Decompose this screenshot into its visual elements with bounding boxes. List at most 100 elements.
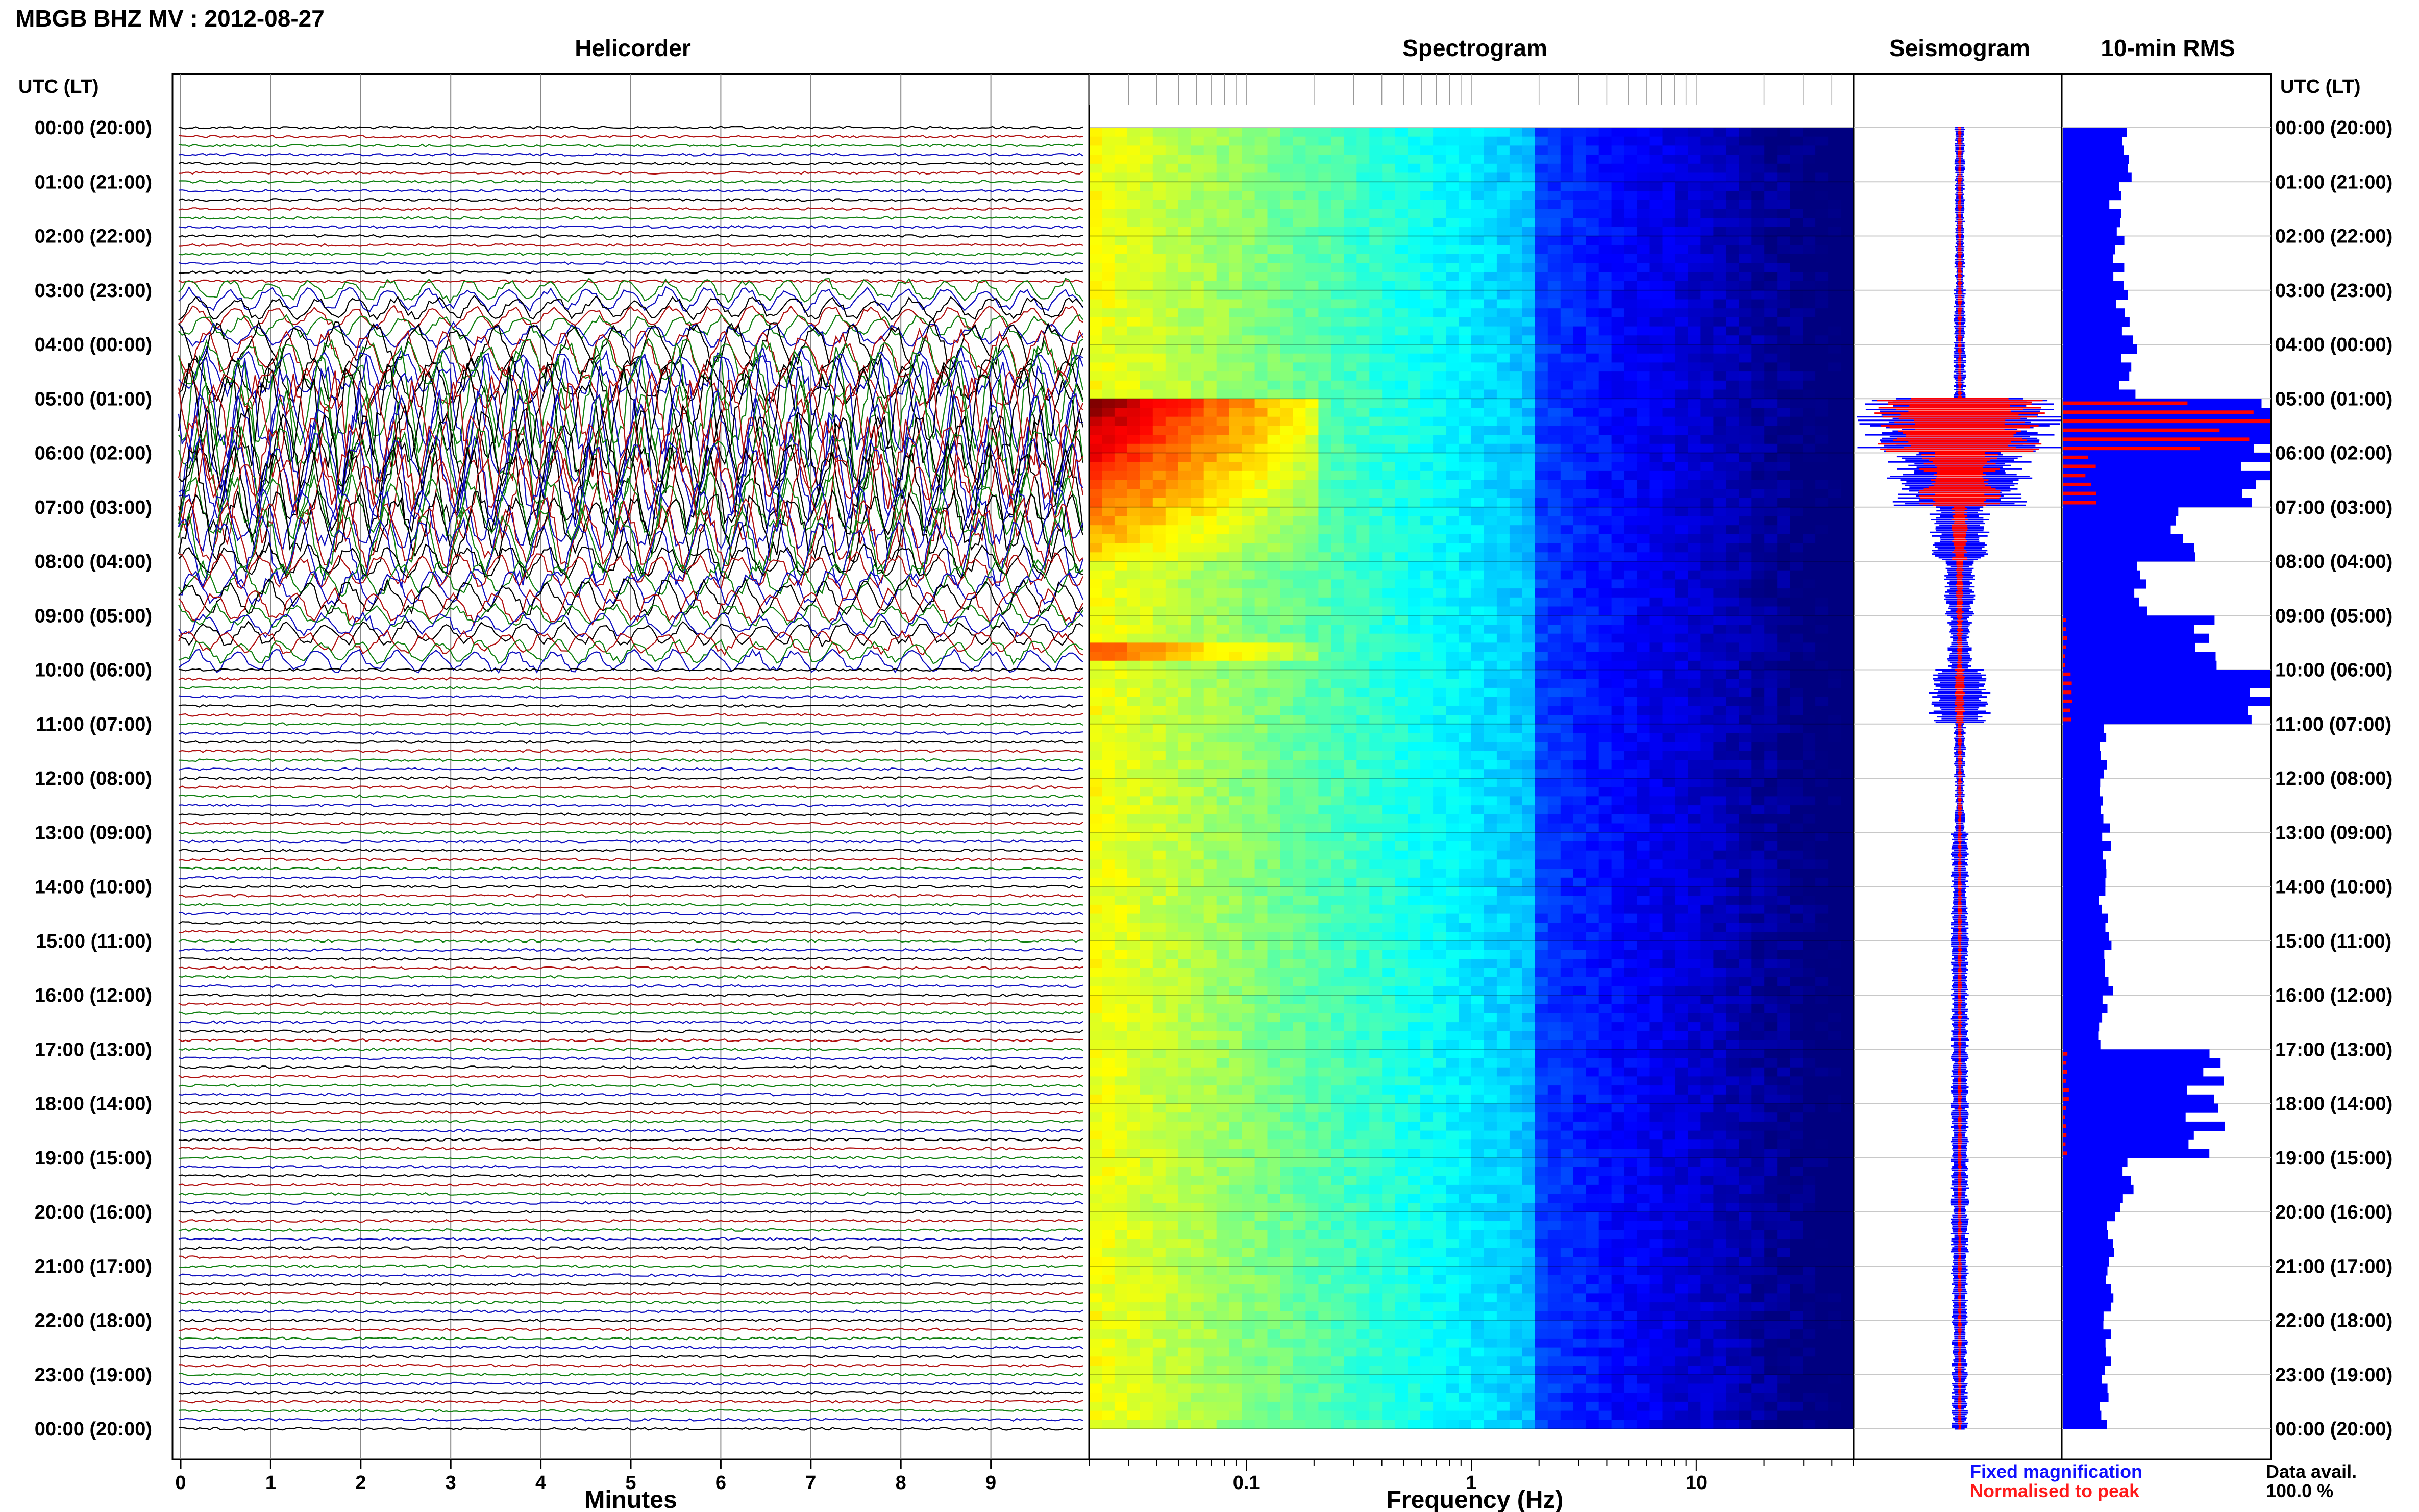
spectrogram-cell <box>1764 724 1778 734</box>
spectrogram-cell <box>1178 308 1192 318</box>
spectrogram-cell <box>1586 209 1599 218</box>
spectrogram-cell <box>1624 633 1638 643</box>
spectrogram-cell <box>1713 245 1726 255</box>
spectrogram-cell <box>1395 480 1408 489</box>
spectrogram-cell <box>1777 426 1790 435</box>
spectrogram-cell <box>1127 489 1141 499</box>
spectrogram-cell <box>1408 543 1421 553</box>
spectrogram-cell <box>1420 290 1434 300</box>
spectrogram-cell <box>1102 733 1115 742</box>
spectrogram-cell <box>1535 389 1548 399</box>
spectrogram-cell <box>1649 245 1663 255</box>
spectrogram-cell <box>1102 534 1115 544</box>
spectrogram-cell <box>1369 787 1383 797</box>
helicorder-trace <box>178 1029 1083 1033</box>
spectrogram-cell <box>1293 733 1306 742</box>
spectrogram-cell <box>1739 453 1752 462</box>
spectrogram-cell <box>1420 317 1434 327</box>
spectrogram-cell <box>1815 408 1829 417</box>
spectrogram-cell <box>1408 263 1421 272</box>
spectrogram-cell <box>1522 362 1536 372</box>
spectrogram-cell <box>1446 163 1459 173</box>
spectrogram-cell <box>1828 145 1841 155</box>
spectrogram-cell <box>1573 543 1587 553</box>
spectrogram-cell <box>1382 543 1395 553</box>
spectrogram-cell <box>1344 136 1357 146</box>
spectrogram-cell <box>1178 778 1192 788</box>
spectrogram-cell <box>1560 715 1574 725</box>
spectrogram-cell <box>1165 778 1179 788</box>
spectrogram-cell <box>1229 778 1243 788</box>
spectrogram-cell <box>1560 362 1574 372</box>
spectrogram-cell <box>1178 299 1192 309</box>
spectrogram-cell <box>1841 362 1854 372</box>
spectrogram-cell <box>1637 191 1650 201</box>
spectrogram-cell <box>1191 633 1204 643</box>
spectrogram-cell <box>1254 380 1268 390</box>
spectrogram-cell <box>1152 145 1166 155</box>
spectrogram-cell <box>1611 760 1625 770</box>
spectrogram-cell <box>1611 516 1625 526</box>
spectrogram-cell <box>1089 814 1102 824</box>
spectrogram-cell <box>1178 200 1192 209</box>
spectrogram-cell <box>1803 326 1816 336</box>
spectrogram-cell <box>1535 227 1548 237</box>
spectrogram-cell <box>1700 742 1714 752</box>
spectrogram-cell <box>1560 805 1574 815</box>
spectrogram-cell <box>1751 579 1765 589</box>
spectrogram-cell <box>1331 145 1344 155</box>
spectrogram-cell <box>1382 136 1395 146</box>
spectrogram-cell <box>1828 453 1841 462</box>
spectrogram-cell <box>1203 679 1217 688</box>
helicorder-trace <box>178 1228 1083 1232</box>
spectrogram-cell <box>1216 145 1230 155</box>
spectrogram-cell <box>1280 353 1294 363</box>
spectrogram-cell <box>1764 344 1778 354</box>
spectrogram-cell <box>1331 660 1344 671</box>
spectrogram-cell <box>1318 543 1331 553</box>
spectrogram-cell <box>1382 290 1395 300</box>
spectrogram-cell <box>1649 317 1663 327</box>
spectrogram-cell <box>1573 498 1587 508</box>
spectrogram-cell <box>1611 326 1625 336</box>
spectrogram-cell <box>1637 281 1650 291</box>
helicorder-trace <box>178 1291 1083 1296</box>
spectrogram-cell <box>1140 615 1153 625</box>
panel-title-spectrogram: Spectrogram <box>1402 35 1547 61</box>
spectrogram-cell <box>1535 281 1548 291</box>
spectrogram-cell <box>1803 742 1816 752</box>
spectrogram-cell <box>1242 236 1255 245</box>
spectrogram-cell <box>1535 652 1548 661</box>
spectrogram-cell <box>1344 588 1357 598</box>
spectrogram-cell <box>1547 561 1561 571</box>
spectrogram-cell <box>1547 200 1561 209</box>
helicorder-trace <box>178 785 1083 789</box>
spectrogram-cell <box>1191 642 1204 652</box>
spectrogram-cell <box>1408 606 1421 616</box>
spectrogram-cell <box>1114 335 1128 345</box>
spectrogram-cell <box>1560 480 1574 489</box>
spectrogram-cell <box>1586 679 1599 688</box>
spectrogram-cell <box>1102 832 1115 842</box>
spectrogram-cell <box>1446 805 1459 815</box>
spectrogram-cell <box>1280 625 1294 634</box>
spectrogram-cell <box>1178 245 1192 255</box>
spectrogram-cell <box>1114 787 1128 797</box>
spectrogram-cell <box>1114 633 1128 643</box>
spectrogram-cell <box>1191 823 1204 833</box>
spectrogram-cell <box>1152 263 1166 272</box>
spectrogram-cell <box>1815 733 1829 742</box>
spectrogram-cell <box>1547 163 1561 173</box>
spectrogram-cell <box>1637 380 1650 390</box>
spectrogram-cell <box>1102 778 1115 788</box>
spectrogram-cell <box>1764 652 1778 661</box>
spectrogram-cell <box>1140 769 1153 779</box>
spectrogram-cell <box>1662 552 1676 562</box>
spectrogram-cell <box>1152 570 1166 580</box>
spectrogram-cell <box>1535 706 1548 715</box>
spectrogram-cell <box>1191 534 1204 544</box>
helicorder-trace <box>178 939 1083 943</box>
spectrogram-cell <box>1229 435 1243 444</box>
spectrogram-cell <box>1395 498 1408 508</box>
spectrogram-cell <box>1535 742 1548 752</box>
